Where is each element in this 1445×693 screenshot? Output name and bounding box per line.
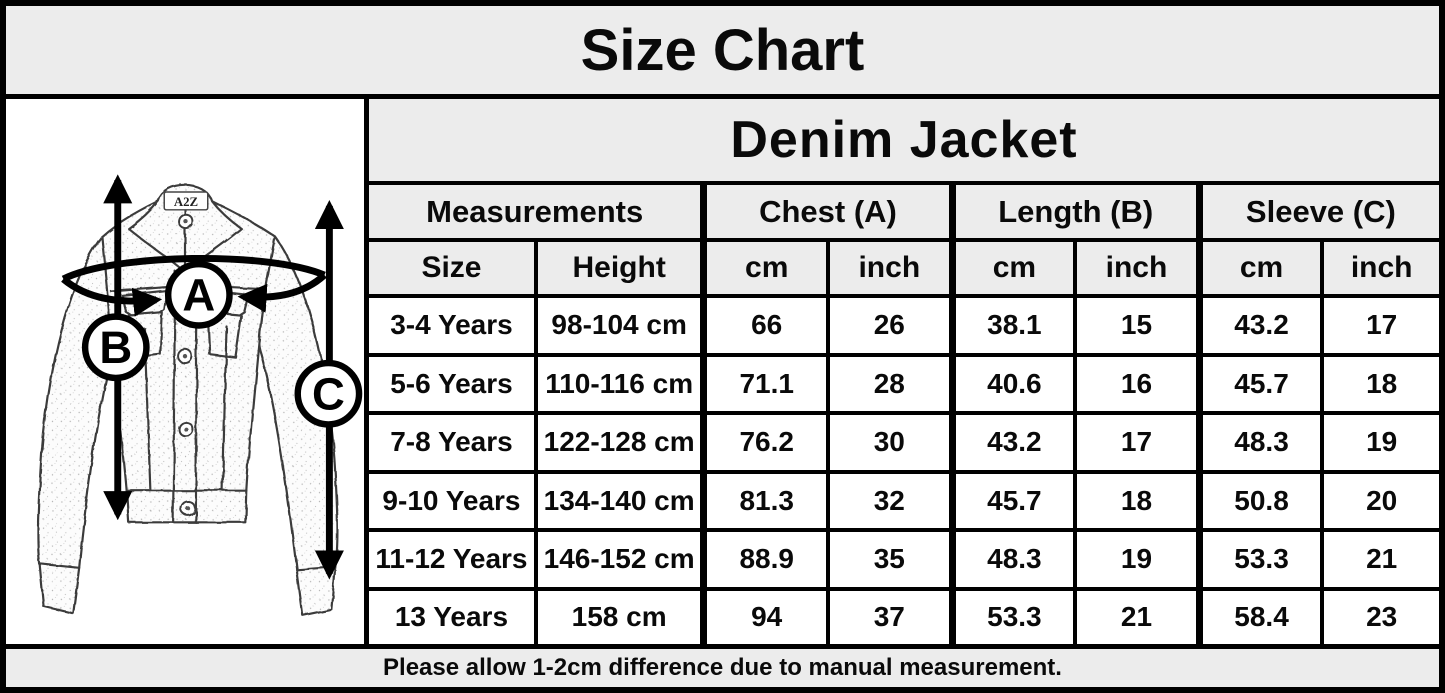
table-row: 5-6 Years 110-116 cm 71.1 28 40.6 16 45.… xyxy=(369,352,1439,416)
cell-sleeve-inch: 20 xyxy=(1321,469,1439,533)
jacket-sketch xyxy=(36,184,339,617)
cell-sleeve-cm: 50.8 xyxy=(1195,469,1325,533)
col-header-length-inch: inch xyxy=(1074,238,1202,298)
cell-sleeve-cm: 45.7 xyxy=(1195,352,1325,416)
col-header-length-cm: cm xyxy=(948,238,1078,298)
page-title-bar: Size Chart xyxy=(6,6,1439,99)
cell-chest-inch: 35 xyxy=(826,528,955,591)
marker-a-letter: A xyxy=(182,270,215,321)
col-group-measurements: Measurements xyxy=(369,181,706,242)
cell-sleeve-cm: 58.4 xyxy=(1195,586,1325,644)
cell-chest-inch: 30 xyxy=(826,411,955,474)
size-table-panel: Denim Jacket Measurements Chest (A) Leng… xyxy=(369,99,1439,644)
page-title: Size Chart xyxy=(580,17,865,83)
cell-length-cm: 43.2 xyxy=(948,411,1078,474)
col-header-size: Size xyxy=(369,238,538,298)
chest-arrow-right xyxy=(237,272,327,313)
table-row: 3-4 Years 98-104 cm 66 26 38.1 15 43.2 1… xyxy=(369,294,1439,357)
marker-b-letter: B xyxy=(99,322,132,373)
cell-height: 134-140 cm xyxy=(533,469,706,533)
cell-chest-cm: 76.2 xyxy=(700,411,831,474)
cell-sleeve-cm: 48.3 xyxy=(1195,411,1325,474)
cell-chest-cm: 66 xyxy=(700,294,831,357)
marker-c-letter: C xyxy=(312,369,345,420)
jacket-diagram: A2Z A B xyxy=(36,174,363,617)
table-row: 11-12 Years 146-152 cm 88.9 35 48.3 19 5… xyxy=(369,528,1439,591)
cell-size: 11-12 Years xyxy=(369,528,538,591)
col-group-chest: Chest (A) xyxy=(700,181,955,242)
brand-label-text: A2Z xyxy=(174,195,198,209)
cell-sleeve-inch: 17 xyxy=(1321,294,1439,357)
jacket-left-sleeve xyxy=(36,235,114,615)
table-row: 9-10 Years 134-140 cm 81.3 32 45.7 18 50… xyxy=(369,469,1439,533)
col-header-sleeve-inch: inch xyxy=(1321,238,1439,298)
marker-c: C xyxy=(294,359,363,428)
col-header-chest-cm: cm xyxy=(700,238,831,298)
note-bar: Please allow 1-2cm difference due to man… xyxy=(6,644,1439,687)
cell-length-inch: 15 xyxy=(1074,294,1202,357)
note-text: Please allow 1-2cm difference due to man… xyxy=(383,654,1062,681)
cell-size: 7-8 Years xyxy=(369,411,538,474)
col-header-chest-inch: inch xyxy=(826,238,955,298)
cell-sleeve-cm: 43.2 xyxy=(1195,294,1325,357)
cell-length-inch: 19 xyxy=(1074,528,1202,591)
chest-arrow-left xyxy=(61,276,163,317)
jacket-buttons xyxy=(177,213,196,517)
col-header-sleeve-cm: cm xyxy=(1195,238,1325,298)
marker-b: B xyxy=(81,313,150,382)
cell-length-cm: 45.7 xyxy=(948,469,1078,533)
cell-chest-cm: 88.9 xyxy=(700,528,831,591)
cell-size: 9-10 Years xyxy=(369,469,538,533)
cell-chest-inch: 32 xyxy=(826,469,955,533)
marker-a: A xyxy=(164,260,233,329)
jacket-diagram-panel: A2Z A B xyxy=(6,99,369,644)
cell-size: 5-6 Years xyxy=(369,352,538,416)
main-content: A2Z A B xyxy=(6,99,1439,644)
cell-height: 98-104 cm xyxy=(533,294,706,357)
cell-height: 110-116 cm xyxy=(533,352,706,416)
cell-size: 13 Years xyxy=(369,586,538,644)
cell-chest-cm: 81.3 xyxy=(700,469,831,533)
cell-length-inch: 16 xyxy=(1074,352,1202,416)
cell-chest-cm: 94 xyxy=(700,586,831,644)
column-header-row: Size Height cm inch cm inch cm inch xyxy=(369,238,1439,298)
cell-height: 122-128 cm xyxy=(533,411,706,474)
cell-height: 146-152 cm xyxy=(533,528,706,591)
column-group-row: Measurements Chest (A) Length (B) Sleeve… xyxy=(369,181,1439,242)
size-table: Denim Jacket Measurements Chest (A) Leng… xyxy=(369,99,1439,644)
col-group-sleeve: Sleeve (C) xyxy=(1195,181,1439,242)
table-row: 7-8 Years 122-128 cm 76.2 30 43.2 17 48.… xyxy=(369,411,1439,474)
cell-sleeve-inch: 21 xyxy=(1321,528,1439,591)
cell-length-cm: 38.1 xyxy=(948,294,1078,357)
col-header-height: Height xyxy=(533,238,706,298)
brand-label: A2Z xyxy=(163,191,209,211)
table-row: 13 Years 158 cm 94 37 53.3 21 58.4 23 xyxy=(369,586,1439,644)
cell-length-inch: 21 xyxy=(1074,586,1202,644)
cell-sleeve-inch: 18 xyxy=(1321,352,1439,416)
cell-length-inch: 17 xyxy=(1074,411,1202,474)
cell-length-cm: 53.3 xyxy=(948,586,1078,644)
cell-length-cm: 48.3 xyxy=(948,528,1078,591)
cell-sleeve-cm: 53.3 xyxy=(1195,528,1325,591)
cell-chest-inch: 37 xyxy=(826,586,955,644)
cell-sleeve-inch: 23 xyxy=(1321,586,1439,644)
cell-chest-inch: 28 xyxy=(826,352,955,416)
cell-length-inch: 18 xyxy=(1074,469,1202,533)
table-title: Denim Jacket xyxy=(369,99,1439,185)
chest-arrow-back xyxy=(61,254,326,283)
cell-chest-cm: 71.1 xyxy=(700,352,831,416)
cell-height: 158 cm xyxy=(533,586,706,644)
cell-chest-inch: 26 xyxy=(826,294,955,357)
cell-length-cm: 40.6 xyxy=(948,352,1078,416)
table-title-row: Denim Jacket xyxy=(369,99,1439,185)
cell-sleeve-inch: 19 xyxy=(1321,411,1439,474)
col-group-length: Length (B) xyxy=(948,181,1202,242)
cell-size: 3-4 Years xyxy=(369,294,538,357)
